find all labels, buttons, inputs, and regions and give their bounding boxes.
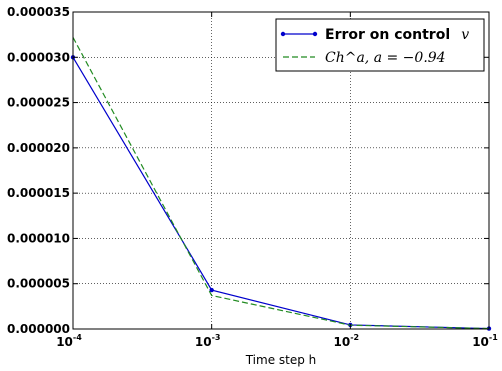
x-tick-labels: 10-4 10-3 10-2 10-1 (56, 333, 498, 349)
legend-label-fit: Ch^a, a = −0.94 (325, 50, 446, 66)
legend-label-error-text: Error on control (325, 27, 450, 43)
y-tick-labels: 0.000000 0.000005 0.000010 0.000015 0.000020… (7, 5, 70, 336)
legend-marker-error (280, 31, 286, 37)
y-tick-label: 0.000030 (7, 50, 70, 64)
y-tick-label: 0.000020 (7, 141, 70, 155)
y-tick-label: 0.000015 (7, 186, 70, 200)
x-tick-label: 10-3 (195, 333, 221, 349)
plot-frame (72, 11, 490, 330)
data-point (209, 287, 214, 293)
y-tick-label: 0.000025 (7, 96, 70, 110)
x-tick-label: 10-4 (56, 333, 82, 349)
legend-label-error-math: v (461, 27, 469, 43)
y-tick-label: 0.000010 (7, 231, 70, 245)
legend-label-error: Error on control v (325, 24, 469, 43)
series-line-fit (72, 37, 490, 330)
x-axis-label: Time step h (245, 353, 317, 367)
ticks (72, 11, 490, 330)
series-layer (70, 37, 492, 331)
y-tick-label: 0.000000 (7, 322, 70, 336)
legend-box (275, 18, 485, 72)
legend: Error on control v Ch^a, a = −0.94 (275, 18, 485, 72)
legend-marker-error-end (312, 31, 318, 37)
y-tick-label: 0.000005 (7, 277, 70, 291)
x-tick-label: 10-2 (334, 333, 360, 349)
y-tick-label: 0.000035 (7, 5, 70, 19)
x-tick-label: 10-1 (472, 333, 498, 349)
